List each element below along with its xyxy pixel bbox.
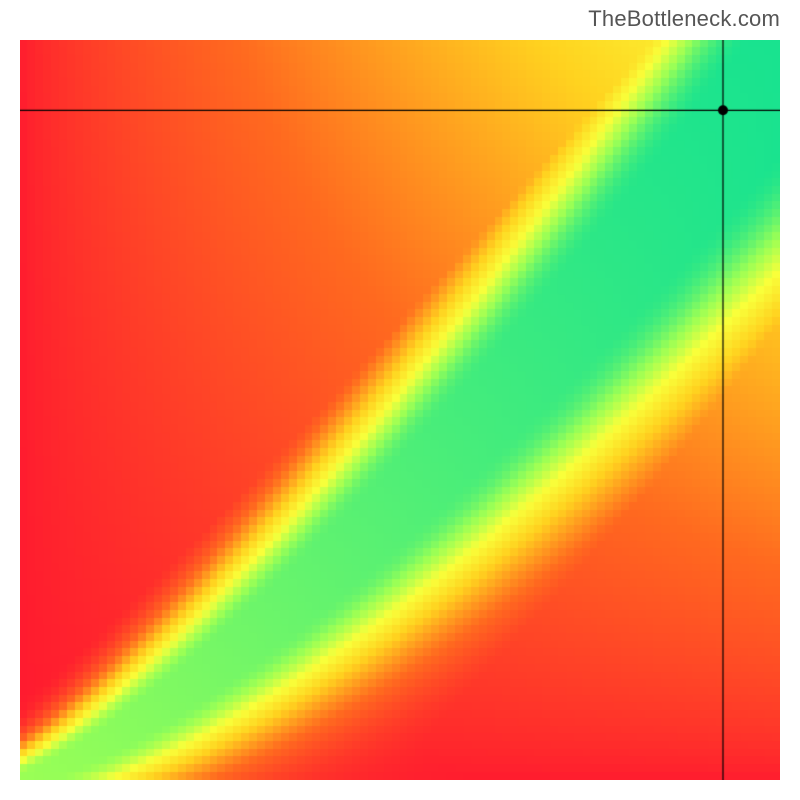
- heatmap-canvas: [20, 40, 780, 780]
- plot-area: [20, 40, 780, 780]
- chart-container: TheBottleneck.com: [0, 0, 800, 800]
- watermark-text: TheBottleneck.com: [588, 6, 780, 32]
